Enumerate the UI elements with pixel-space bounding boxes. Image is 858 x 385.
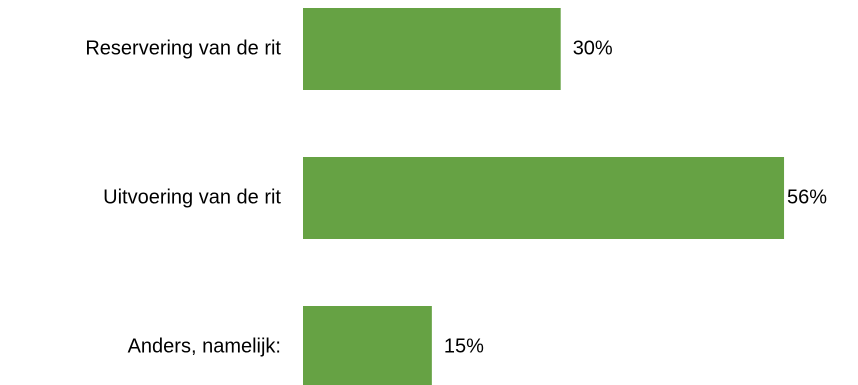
bar-3 [303, 306, 432, 385]
category-label-1: Reservering van de rit [85, 37, 281, 59]
category-label-group: Reservering van de rit Uitvoering van de … [85, 37, 281, 357]
category-label-2: Uitvoering van de rit [103, 186, 281, 208]
value-label-3: 15% [444, 335, 484, 357]
value-label-group: 30% 56% 15% [444, 37, 827, 357]
value-label-2: 56% [787, 186, 827, 208]
bar-2 [303, 157, 785, 239]
bar-1 [303, 8, 561, 90]
value-label-1: 30% [573, 37, 613, 59]
category-label-3: Anders, namelijk: [128, 335, 281, 357]
bar-group [303, 8, 785, 385]
